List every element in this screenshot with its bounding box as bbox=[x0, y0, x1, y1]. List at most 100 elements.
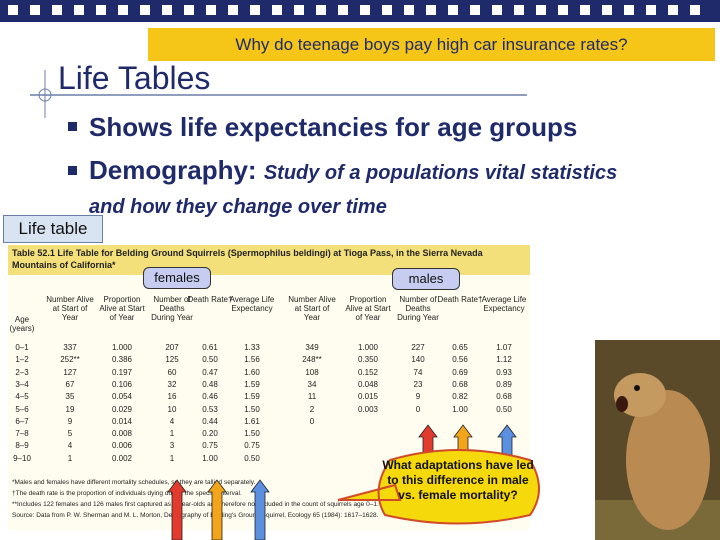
female-cell: 67 bbox=[65, 379, 75, 389]
female-cell: 1.59 bbox=[244, 379, 260, 389]
age-cell: 1–2 bbox=[15, 355, 29, 365]
female-cell: 1.59 bbox=[244, 392, 260, 402]
age-cell: 9–10 bbox=[13, 453, 31, 463]
male-cell: 1.07 bbox=[496, 343, 512, 352]
table-note: **Includes 122 females and 126 males fir… bbox=[12, 501, 379, 508]
female-cell: 0.53 bbox=[202, 404, 218, 414]
female-cell: 1.50 bbox=[244, 404, 260, 414]
female-cell: 0.008 bbox=[111, 429, 133, 439]
male-cell: 23 bbox=[413, 379, 423, 389]
male-cell: 0.69 bbox=[452, 367, 468, 377]
age-cell: 8–9 bbox=[15, 441, 29, 451]
age-cell: 6–7 bbox=[15, 416, 29, 426]
bullet: Demography: Study of a populations vital… bbox=[68, 155, 628, 223]
age-header: Age (years) bbox=[9, 315, 35, 333]
female-cell: 1 bbox=[169, 453, 175, 463]
question-banner: Why do teenage boys pay high car insuran… bbox=[148, 28, 715, 61]
male-cell: 1.12 bbox=[496, 355, 512, 365]
crosshair-circle bbox=[38, 88, 52, 102]
male-cell: 0.50 bbox=[496, 404, 512, 414]
male-cell: 11 bbox=[307, 392, 317, 402]
age-cell: 2–3 bbox=[15, 367, 29, 377]
callout-bubble bbox=[337, 449, 540, 525]
female-cell: 337 bbox=[63, 343, 77, 352]
female-cell: 0.47 bbox=[202, 367, 218, 377]
female-cell: 1.56 bbox=[244, 355, 260, 365]
female-cell: 1.000 bbox=[111, 343, 133, 352]
age-cell: 5–6 bbox=[15, 404, 29, 414]
male-cell: 9 bbox=[415, 392, 421, 402]
bullet: Shows life expectancies for age groups bbox=[68, 112, 577, 143]
female-cell: 19 bbox=[65, 404, 75, 414]
column-header: Death Rate† bbox=[437, 295, 483, 304]
column-header: Death Rate† bbox=[187, 295, 233, 304]
male-cell: 0.93 bbox=[496, 367, 512, 377]
life-table: Table 52.1 Life Table for Belding Ground… bbox=[8, 245, 530, 530]
female-cell: 4 bbox=[67, 441, 73, 451]
column-header: Number Alive at Start of Year bbox=[46, 295, 94, 322]
female-cell: 1.00 bbox=[202, 453, 218, 463]
male-cell: 0.015 bbox=[357, 392, 379, 402]
bullet-text: Study of a populations vital statistics … bbox=[89, 162, 618, 218]
female-cell: 0.46 bbox=[202, 392, 218, 402]
female-cell: 0.106 bbox=[111, 379, 133, 389]
life-table-label: Life table bbox=[3, 215, 103, 243]
bullet-term: Demography: bbox=[89, 155, 257, 185]
male-cell: 2 bbox=[309, 404, 315, 414]
male-cell: 0.048 bbox=[357, 379, 379, 389]
age-cell: 3–4 bbox=[15, 379, 29, 389]
male-cell: 1.00 bbox=[452, 404, 468, 414]
male-cell: 248** bbox=[302, 355, 322, 365]
female-cell: 1 bbox=[67, 453, 73, 463]
slide-title: Life Tables bbox=[58, 60, 211, 96]
age-cell: 4–5 bbox=[15, 392, 29, 402]
female-cell: 1.60 bbox=[244, 367, 260, 377]
age-cell: 0–1 bbox=[15, 343, 29, 352]
female-cell: 3 bbox=[169, 441, 175, 451]
male-cell: 0.89 bbox=[496, 379, 512, 389]
column-header: Average Life Expectancy bbox=[481, 295, 527, 313]
female-cell: 0.029 bbox=[111, 404, 133, 414]
squirrel-mouth bbox=[616, 396, 628, 412]
male-cell: 0.152 bbox=[357, 367, 379, 377]
female-cell: 10 bbox=[167, 404, 177, 414]
female-cell: 0.48 bbox=[202, 379, 218, 389]
squirrel-body bbox=[626, 390, 710, 530]
female-cell: 1.33 bbox=[244, 343, 260, 352]
female-cell: 16 bbox=[167, 392, 177, 402]
female-cell: 60 bbox=[167, 367, 177, 377]
female-cell: 0.002 bbox=[111, 453, 133, 463]
female-cell: 0.006 bbox=[111, 441, 133, 451]
female-cell: 4 bbox=[169, 416, 175, 426]
male-cell: 0.56 bbox=[452, 355, 468, 365]
male-cell: 0 bbox=[415, 404, 421, 414]
male-cell: 0 bbox=[309, 416, 315, 426]
female-cell: 5 bbox=[67, 429, 73, 439]
male-cell: 0.68 bbox=[496, 392, 512, 402]
female-cell: 32 bbox=[167, 379, 177, 389]
males-tag: males bbox=[392, 268, 460, 290]
column-header: Number of Deaths During Year bbox=[397, 295, 439, 322]
callout-text: What adaptations have led to this differ… bbox=[382, 458, 534, 502]
female-cell: 0.054 bbox=[111, 392, 133, 402]
female-cell: 0.197 bbox=[111, 367, 133, 377]
male-cell: 34 bbox=[307, 379, 317, 389]
male-cell: 0.68 bbox=[452, 379, 468, 389]
female-cell: 0.014 bbox=[111, 416, 133, 426]
male-cell: 0.003 bbox=[357, 404, 379, 414]
squirrel-eye bbox=[634, 385, 640, 391]
female-cell: 0.75 bbox=[202, 441, 218, 451]
female-cell: 35 bbox=[65, 392, 75, 402]
female-cell: 207 bbox=[165, 343, 179, 352]
column-header: Number Alive at Start of Year bbox=[288, 295, 336, 322]
female-cell: 1.50 bbox=[244, 429, 260, 439]
column-header: Number of Deaths During Year bbox=[151, 295, 193, 322]
male-cell: 0.82 bbox=[452, 392, 468, 402]
females-tag: females bbox=[143, 267, 211, 289]
female-cell: 9 bbox=[67, 416, 73, 426]
table-note: †The death rate is the proportion of ind… bbox=[12, 490, 242, 497]
age-cell: 7–8 bbox=[15, 429, 29, 439]
male-cell: 349 bbox=[305, 343, 319, 352]
